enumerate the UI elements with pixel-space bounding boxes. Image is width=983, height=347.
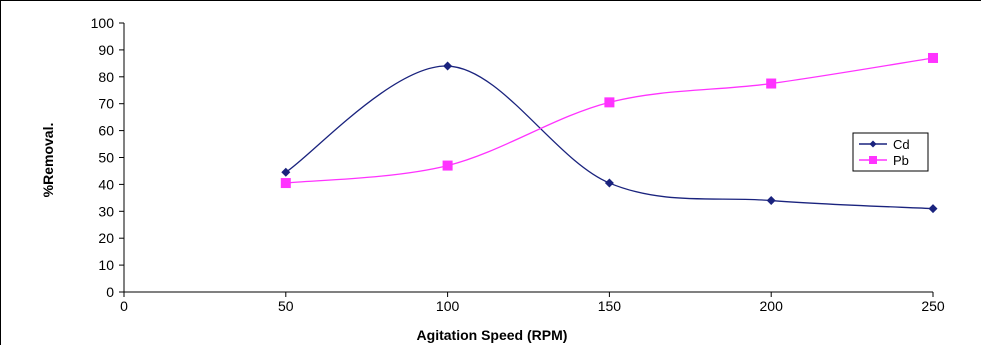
plot-area [280, 52, 938, 214]
data-point-cd [443, 61, 453, 71]
data-point-cd [928, 204, 938, 214]
legend-label-pb: Pb [893, 153, 909, 168]
y-tick-label: 20 [98, 230, 114, 246]
axes: 0 10 20 30 40 50 60 70 80 90 100 0 50 100 150 200 250 [91, 15, 945, 314]
y-tick-label: 90 [98, 42, 114, 58]
x-tick-label: 0 [120, 298, 128, 314]
data-point-pb [928, 52, 938, 63]
y-tick-label: 0 [106, 284, 114, 300]
legend-marker-pb [869, 156, 877, 164]
data-point-pb [604, 97, 615, 108]
y-tick-label: 70 [98, 96, 114, 112]
legend-box [852, 132, 929, 172]
series-line-cd [285, 65, 934, 210]
y-tick-label: 60 [98, 123, 114, 139]
data-point-cd [604, 178, 614, 188]
legend-marker-cd [869, 140, 877, 148]
x-axis-title: Agitation Speed (RPM) [417, 327, 568, 343]
data-point-pb [766, 78, 777, 89]
y-tick-label: 50 [98, 150, 114, 166]
x-tick-label: 100 [436, 298, 460, 314]
series-line-pb [285, 57, 934, 184]
y-axis-title: %Removal. [40, 123, 56, 198]
data-point-pb [280, 178, 291, 189]
x-tick-label: 250 [921, 298, 945, 314]
data-point-cd [281, 167, 291, 177]
x-tick-label: 150 [598, 298, 622, 314]
data-point-pb [442, 160, 453, 171]
y-tick-label: 10 [98, 257, 114, 273]
x-tick-label: 50 [278, 298, 294, 314]
y-tick-label: 30 [98, 203, 114, 219]
y-tick-label: 80 [98, 69, 114, 85]
x-tick-label: 200 [760, 298, 784, 314]
legend-label-cd: Cd [893, 137, 910, 152]
y-tick-label: 40 [98, 176, 114, 192]
data-point-cd [766, 196, 776, 206]
y-tick-label: 100 [91, 15, 115, 31]
